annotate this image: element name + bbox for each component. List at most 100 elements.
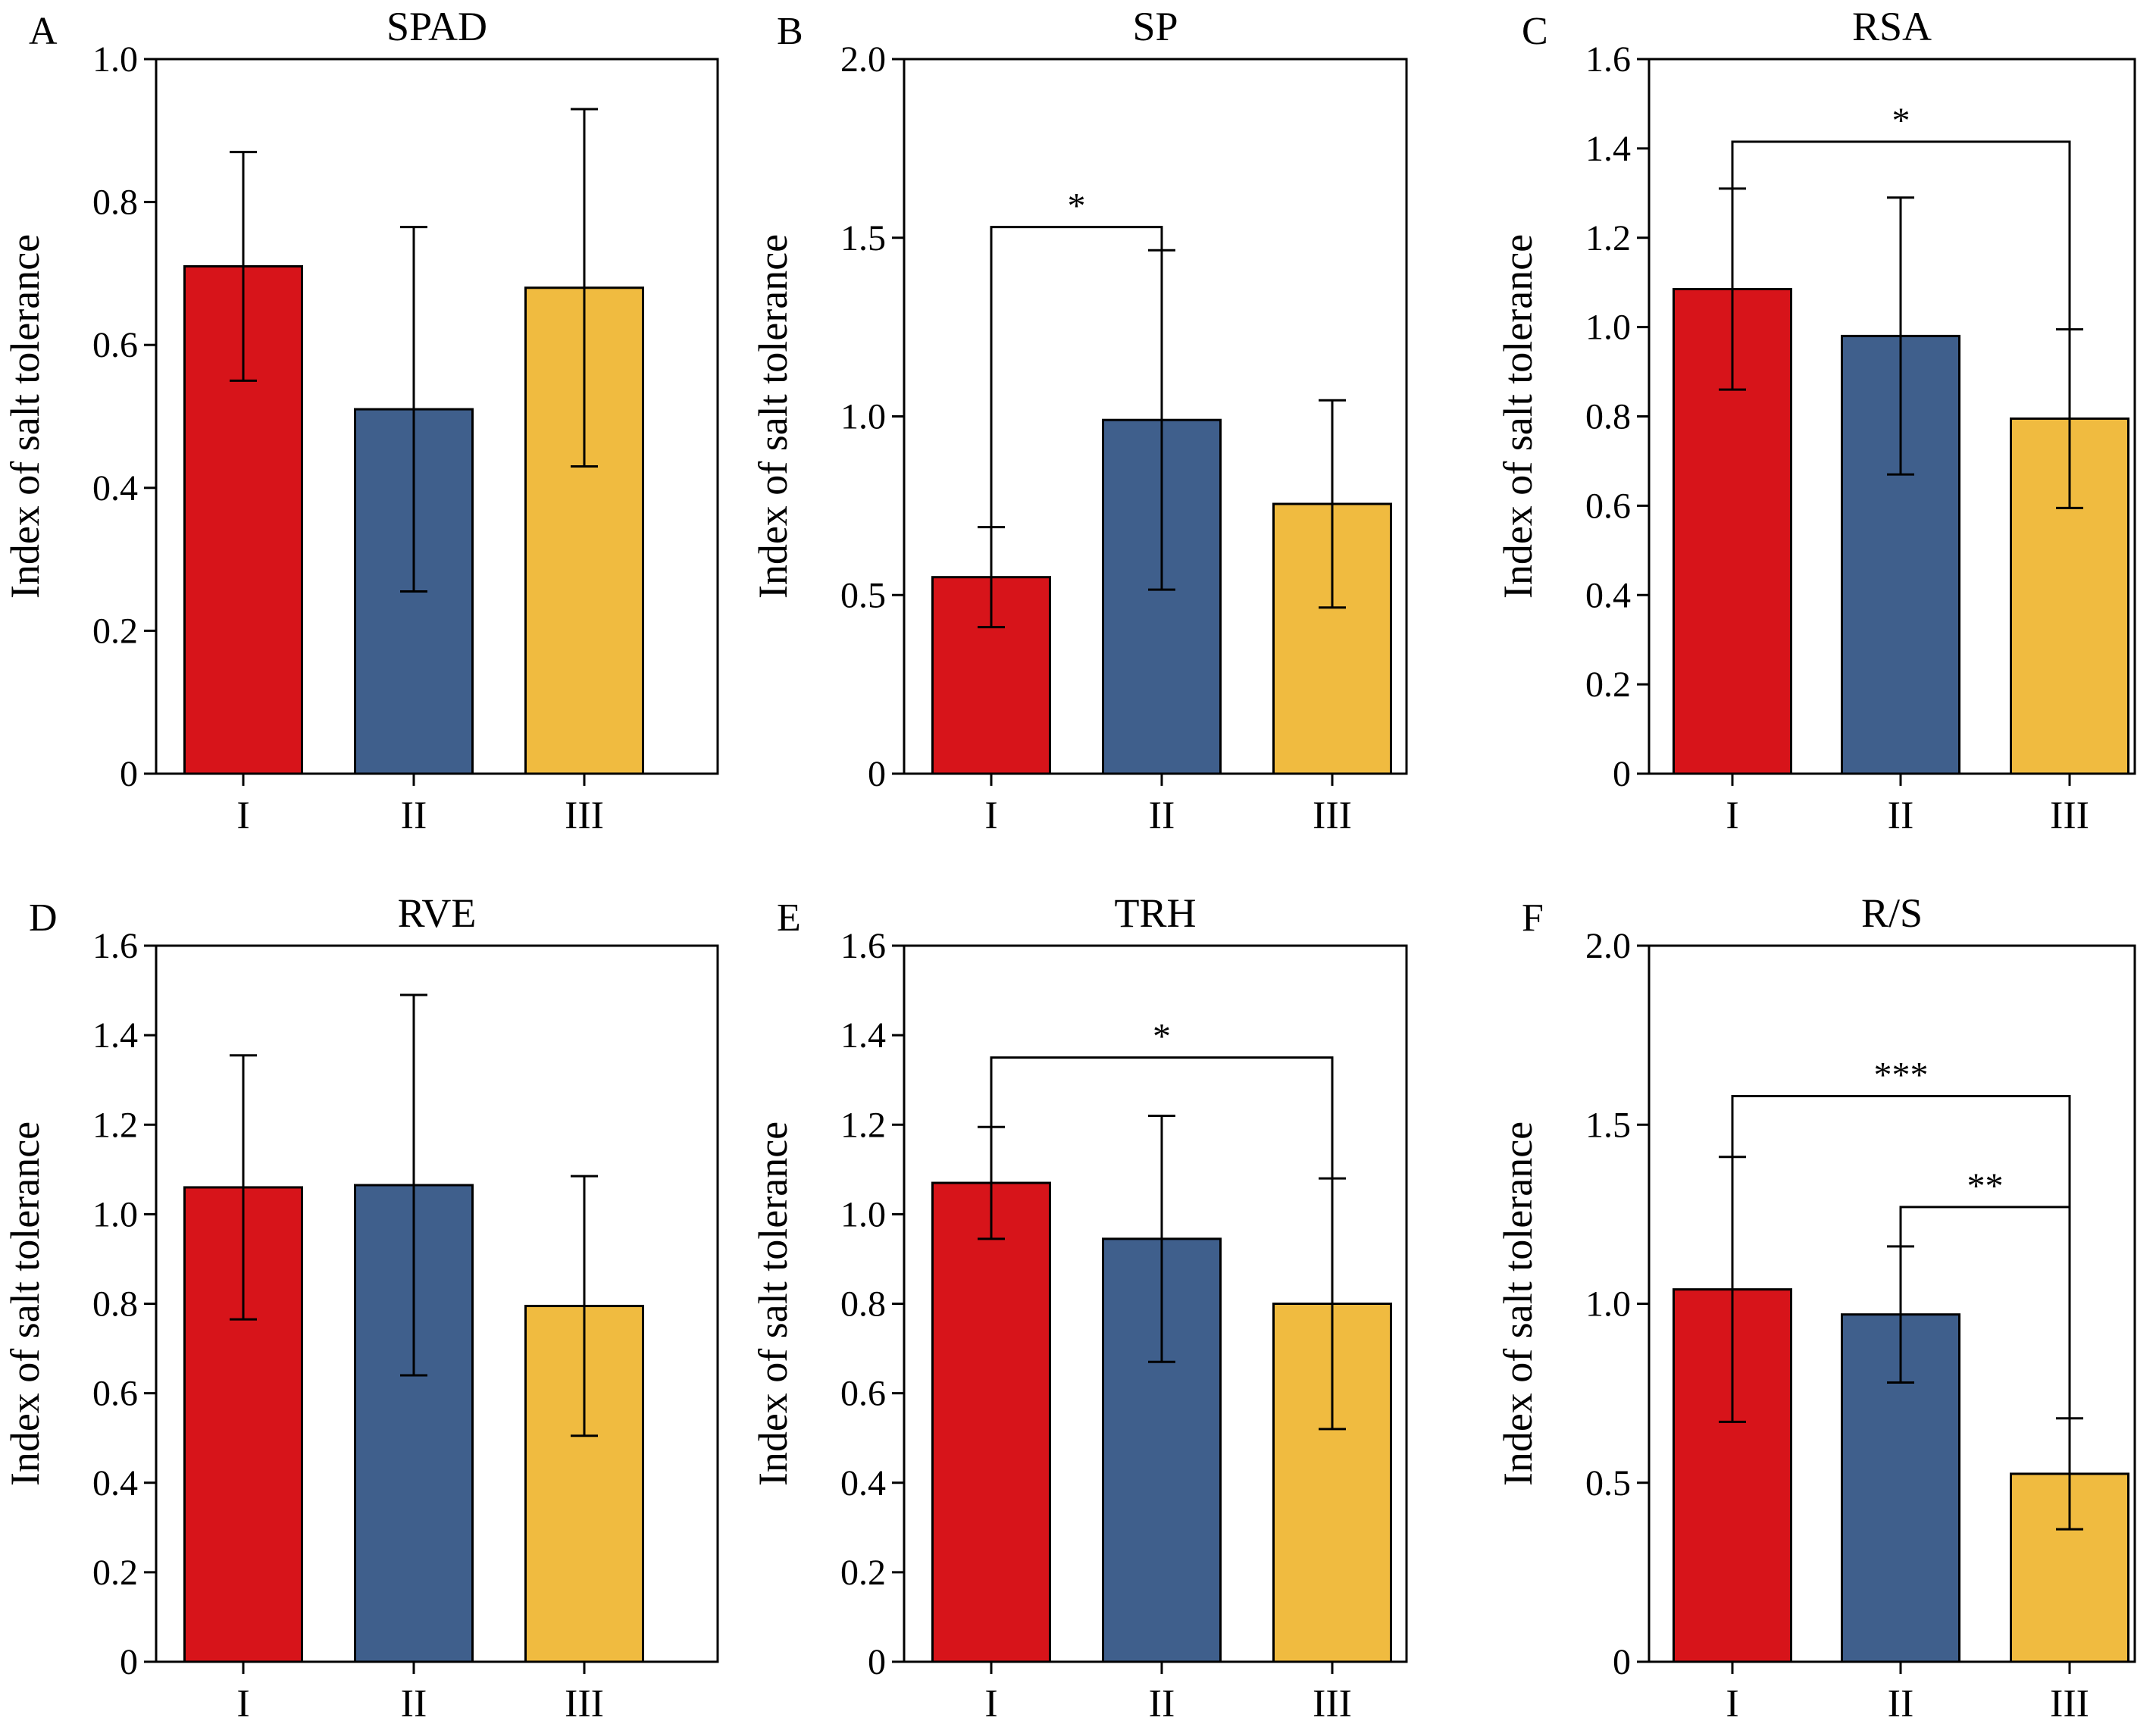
panel-letter: F (1522, 896, 1544, 940)
plot-frame (1648, 58, 2136, 775)
chart-title: RVE (398, 890, 477, 936)
x-category-label: III (2050, 794, 2089, 837)
x-category-label: I (984, 1682, 997, 1725)
y-tick-label: 0.4 (1585, 575, 1631, 615)
chart-title: SPAD (386, 4, 487, 49)
y-tick-label: 0 (120, 1642, 138, 1682)
significance-label: *** (1874, 1055, 1929, 1095)
significance-bracket (1731, 140, 2071, 330)
y-tick-label: 1.5 (1585, 1105, 1631, 1145)
chart-panel-c: C RSA Index of salt tolerance 0 0.2 0.4 0.6 0.8… (1495, 4, 2136, 837)
y-tick-label: 1.0 (1585, 1284, 1631, 1325)
y-tick-label: 1.2 (92, 1105, 138, 1145)
y-tick-label: 2.0 (1585, 926, 1631, 966)
plot-frame (1648, 944, 2136, 1663)
y-tick-label: 1.0 (1585, 308, 1631, 348)
x-category-label: II (401, 1682, 427, 1725)
y-tick-label: 1.0 (840, 1194, 886, 1234)
panel-letter: E (777, 896, 801, 940)
y-tick-label: 0.5 (840, 575, 886, 615)
panel-letter: A (29, 10, 58, 53)
y-tick-label: 0 (120, 754, 138, 794)
y-tick-label: 0.5 (1585, 1463, 1631, 1503)
y-tick-label: 0.8 (92, 1284, 138, 1325)
x-category-label: I (236, 1682, 249, 1725)
y-tick-label: 1.6 (1585, 39, 1631, 80)
y-axis-label: Index of salt tolerance (2, 1121, 48, 1486)
plot-frame (903, 944, 1408, 1663)
chart-panel-f: F R/S Index of salt tolerance 0 0.5 1.0 1.5 2.0… (1495, 890, 2136, 1725)
x-category-label: II (1149, 794, 1175, 837)
chart-title: SP (1132, 4, 1178, 49)
chart-title: R/S (1861, 890, 1923, 936)
x-category-label: III (1313, 794, 1352, 837)
y-tick-label: 1.4 (1585, 129, 1631, 169)
significance-label: * (1153, 1017, 1171, 1057)
y-tick-label: 0.4 (840, 1463, 886, 1503)
x-category-label: II (1888, 1682, 1914, 1725)
y-tick-label: 1.2 (1585, 218, 1631, 258)
y-tick-label: 1.6 (840, 926, 886, 966)
significance-label: * (1892, 101, 1910, 141)
chart-panel-b: B SP Index of salt tolerance 0 0.5 1.0 1.5 2.0 I… (750, 4, 1408, 837)
y-tick-label: 1.2 (840, 1105, 886, 1145)
x-category-label: III (2050, 1682, 2089, 1725)
chart-panel-a: A SPAD Index of salt tolerance 0 0.2 0.4 0.6 0.… (2, 4, 719, 837)
y-tick-label: 0.2 (840, 1553, 886, 1593)
significance-bracket (990, 226, 1163, 527)
y-axis-label: Index of salt tolerance (750, 1121, 796, 1486)
y-tick-label: 1.4 (92, 1015, 138, 1056)
x-category-label: II (1149, 1682, 1175, 1725)
x-category-label: III (565, 1682, 604, 1725)
y-tick-label: 1.6 (92, 926, 138, 966)
y-tick-label: 1.0 (92, 39, 138, 80)
chart-panel-e: E TRH Index of salt tolerance 0 0.2 0.4 0.6 0.8… (750, 890, 1408, 1725)
chart-panel-d: D RVE Index of salt tolerance 0 0.2 0.4 0.6 0.8… (2, 890, 719, 1725)
panel-letter: D (29, 896, 58, 940)
y-tick-label: 0.6 (840, 1374, 886, 1414)
x-category-label: I (1726, 1682, 1738, 1725)
plot-frame (155, 58, 719, 775)
y-tick-label: 0.6 (92, 325, 138, 365)
chart-title: RSA (1852, 4, 1932, 49)
y-tick-label: 0.2 (92, 611, 138, 651)
y-tick-label: 1.0 (92, 1194, 138, 1234)
y-tick-label: 0 (1613, 754, 1631, 794)
significance-label: * (1068, 186, 1086, 227)
y-tick-label: 0.2 (92, 1553, 138, 1593)
bar-i (931, 576, 1051, 775)
significance-bracket (990, 1056, 1334, 1179)
y-tick-label: 0.8 (840, 1284, 886, 1325)
y-tick-label: 0 (1613, 1642, 1631, 1682)
y-axis-label: Index of salt tolerance (1495, 234, 1541, 599)
y-tick-label: 0.8 (92, 183, 138, 223)
panel-letter: B (777, 10, 803, 53)
y-tick-label: 2.0 (840, 39, 886, 80)
y-tick-label: 1.5 (840, 218, 886, 258)
chart-title: TRH (1115, 890, 1197, 936)
x-category-label: I (1726, 794, 1738, 837)
y-tick-label: 1.4 (840, 1015, 886, 1056)
y-axis-label: Index of salt tolerance (1495, 1121, 1541, 1486)
y-tick-label: 1.0 (840, 397, 886, 437)
y-tick-label: 0.2 (1585, 665, 1631, 705)
panel-letter: C (1522, 10, 1548, 53)
y-axis-label: Index of salt tolerance (750, 234, 796, 599)
x-category-label: III (565, 794, 604, 837)
y-tick-label: 0 (868, 754, 886, 794)
plot-frame (155, 944, 719, 1663)
y-tick-label: 0 (868, 1642, 886, 1682)
significance-label: ** (1967, 1166, 2004, 1206)
bar-i (931, 1181, 1051, 1663)
x-category-label: I (984, 794, 997, 837)
y-tick-label: 0.6 (1585, 486, 1631, 526)
x-category-label: II (1888, 794, 1914, 837)
x-category-label: III (1313, 1682, 1352, 1725)
y-tick-label: 0.6 (92, 1374, 138, 1414)
y-axis-label: Index of salt tolerance (2, 234, 48, 599)
y-tick-label: 0.8 (1585, 397, 1631, 437)
x-category-label: I (236, 794, 249, 837)
plot-frame (903, 58, 1408, 775)
x-category-label: II (401, 794, 427, 837)
